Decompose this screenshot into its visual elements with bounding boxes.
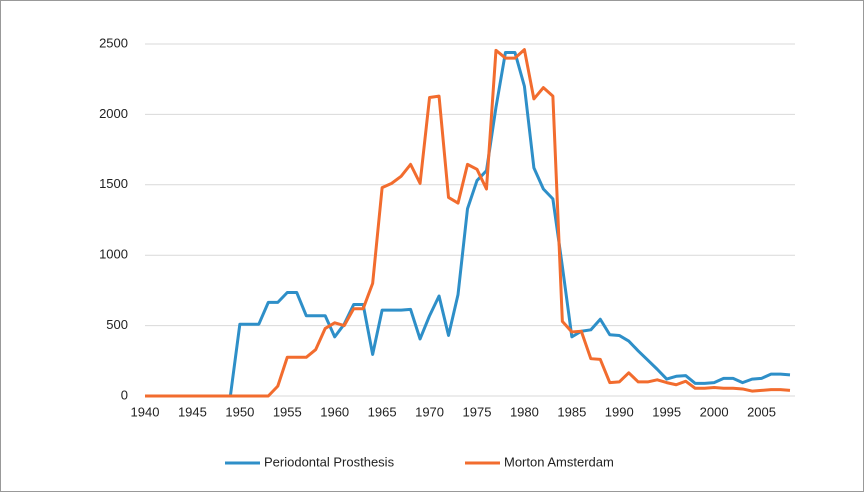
series-line (145, 50, 791, 398)
y-tick-label: 500 (106, 317, 128, 332)
y-tick-label: 0 (121, 387, 128, 402)
y-tick-label: 2500 (99, 35, 128, 50)
legend-label: Periodontal Prosthesis (264, 454, 395, 469)
x-tick-label: 1970 (415, 404, 444, 419)
x-tick-label: 2005 (747, 404, 776, 419)
y-tick-label: 2000 (99, 106, 128, 121)
x-tick-label: 1985 (557, 404, 586, 419)
x-tick-label: 1980 (510, 404, 539, 419)
x-tick-label: 1945 (178, 404, 207, 419)
x-tick-label: 1950 (225, 404, 254, 419)
x-tick-label: 1960 (320, 404, 349, 419)
x-tick-label: 1975 (463, 404, 492, 419)
x-tick-label: 1995 (652, 404, 681, 419)
series-line (145, 48, 791, 398)
x-tick-label: 1940 (131, 404, 160, 419)
x-tick-label: 1990 (605, 404, 634, 419)
y-tick-label: 1000 (99, 247, 128, 262)
x-tick-label: 1955 (273, 404, 302, 419)
legend-label: Morton Amsterdam (504, 454, 614, 469)
y-tick-label: 1500 (99, 176, 128, 191)
x-tick-label: 1965 (368, 404, 397, 419)
x-tick-label: 2000 (700, 404, 729, 419)
